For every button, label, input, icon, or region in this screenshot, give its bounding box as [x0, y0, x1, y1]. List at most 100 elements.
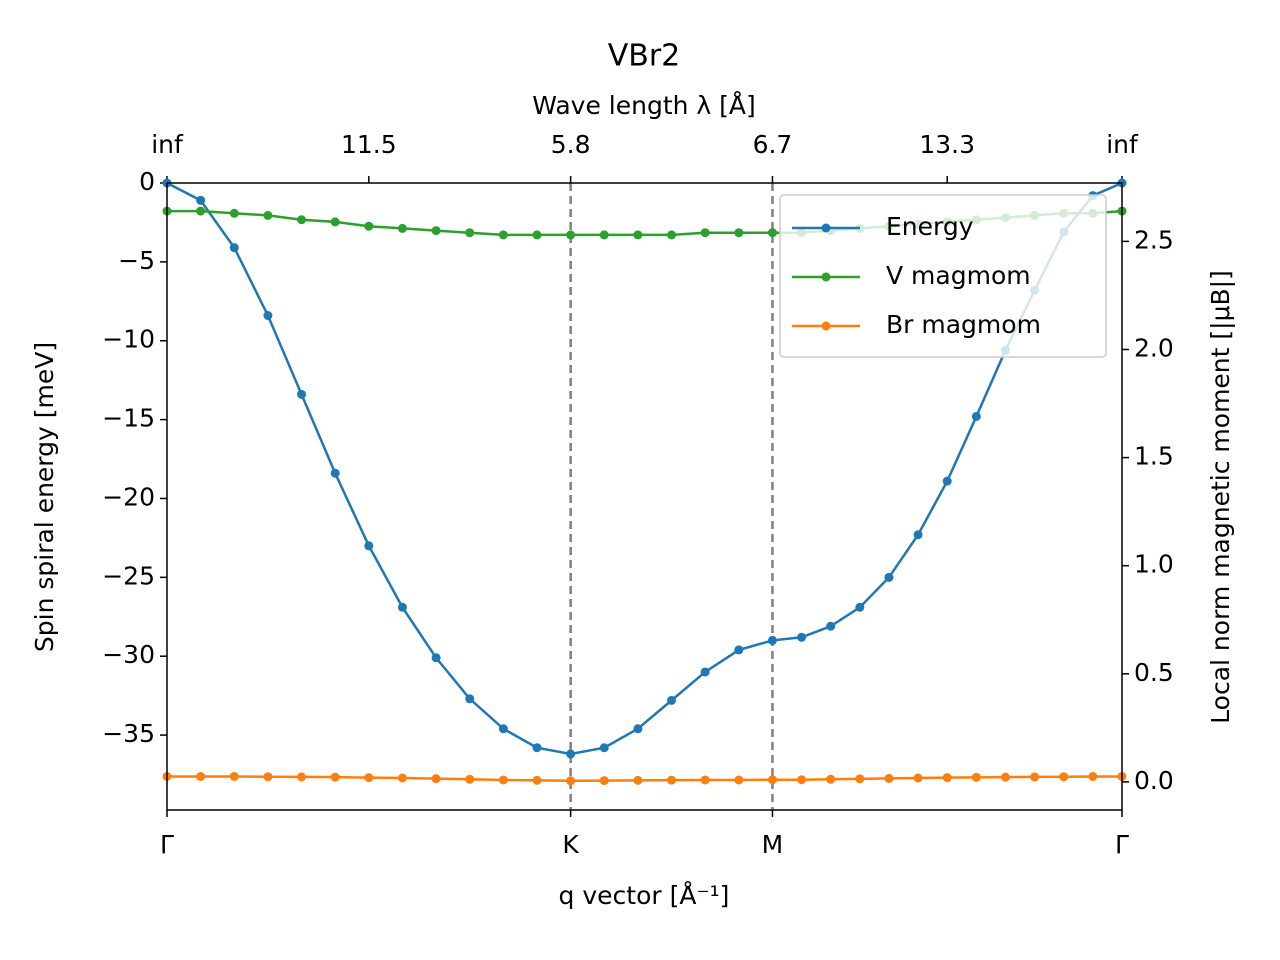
point — [532, 230, 542, 240]
point — [1000, 772, 1010, 782]
x2-tick-label: 11.5 — [341, 130, 397, 159]
point — [465, 228, 475, 238]
point — [599, 743, 609, 753]
y-tick-label: −20 — [102, 482, 155, 511]
point — [942, 773, 952, 783]
y2-tick-label: 0.5 — [1134, 658, 1174, 687]
point — [297, 215, 307, 225]
y2-tick-label: 2.5 — [1134, 225, 1174, 254]
point — [1088, 771, 1098, 781]
point — [566, 776, 576, 786]
point — [855, 774, 865, 784]
point — [599, 776, 609, 786]
point — [364, 541, 374, 551]
legend: Energy V magmom Br magmom — [779, 194, 1107, 358]
point — [229, 243, 239, 253]
y-tick-label: −25 — [102, 561, 155, 590]
x2-tick-label: inf — [1106, 130, 1139, 159]
point — [431, 774, 441, 784]
point — [263, 210, 273, 220]
point — [229, 771, 239, 781]
point — [633, 775, 643, 785]
x2-tick-label: 5.8 — [551, 130, 591, 159]
point — [364, 773, 374, 783]
y2-tick-label: 0.0 — [1134, 766, 1174, 795]
point — [913, 530, 923, 540]
y2-tick-label: 1.0 — [1134, 550, 1174, 579]
point — [498, 230, 508, 240]
point — [767, 775, 777, 785]
point — [431, 653, 441, 663]
point — [566, 230, 576, 240]
point — [971, 772, 981, 782]
plot-frame — [166, 182, 1123, 811]
point — [633, 724, 643, 734]
point — [465, 694, 475, 704]
point — [826, 774, 836, 784]
y-axis-label: Spin spiral energy [meV] — [30, 342, 59, 652]
point — [196, 195, 206, 205]
point — [196, 771, 206, 781]
legend-label: V magmom — [886, 261, 1031, 290]
legend-marker — [821, 223, 831, 233]
y2-tick-label: 1.5 — [1134, 442, 1174, 471]
point — [330, 772, 340, 782]
point — [566, 749, 576, 759]
x2-tick-label: 6.7 — [753, 130, 793, 159]
point — [797, 632, 807, 642]
point — [465, 774, 475, 784]
point — [884, 572, 894, 582]
x-tick-label: Γ — [160, 830, 174, 859]
legend-label: Energy — [886, 212, 974, 241]
legend-box — [779, 194, 1107, 358]
point — [297, 389, 307, 399]
point — [330, 468, 340, 478]
point — [767, 635, 777, 645]
x-tick-label: M — [762, 830, 784, 859]
y-tick-label: −5 — [118, 246, 155, 275]
point — [942, 476, 952, 486]
point — [884, 773, 894, 783]
x-tick-label: K — [562, 830, 579, 859]
x2-tick-label: 13.3 — [919, 130, 975, 159]
point — [397, 773, 407, 783]
point — [700, 228, 710, 238]
point — [855, 602, 865, 612]
point — [397, 602, 407, 612]
point — [1059, 772, 1069, 782]
point — [599, 230, 609, 240]
point — [913, 773, 923, 783]
point — [397, 223, 407, 233]
point — [532, 775, 542, 785]
point — [263, 772, 273, 782]
x-tick-label: Γ — [1115, 830, 1129, 859]
point — [797, 775, 807, 785]
point — [667, 230, 677, 240]
point — [263, 310, 273, 320]
y2-axis-label: Local norm magnetic moment [|μB|] — [1206, 270, 1235, 724]
y2-tick-label: 2.0 — [1134, 333, 1174, 362]
point — [826, 621, 836, 631]
y-tick-label: −15 — [102, 404, 155, 433]
point — [431, 226, 441, 236]
point — [734, 775, 744, 785]
point — [1030, 772, 1040, 782]
y-tick-label: −35 — [102, 719, 155, 748]
legend-label: Br magmom — [886, 310, 1041, 339]
point — [229, 208, 239, 218]
point — [196, 206, 206, 216]
point — [532, 743, 542, 753]
chart-title: VBr2 — [608, 39, 681, 74]
point — [700, 775, 710, 785]
y-tick-label: 0 — [139, 167, 155, 196]
point — [297, 772, 307, 782]
point — [633, 230, 643, 240]
point — [971, 411, 981, 421]
legend-marker — [821, 321, 831, 331]
point — [700, 667, 710, 677]
point — [498, 775, 508, 785]
point — [364, 221, 374, 231]
point — [498, 724, 508, 734]
y-tick-label: −30 — [102, 640, 155, 669]
